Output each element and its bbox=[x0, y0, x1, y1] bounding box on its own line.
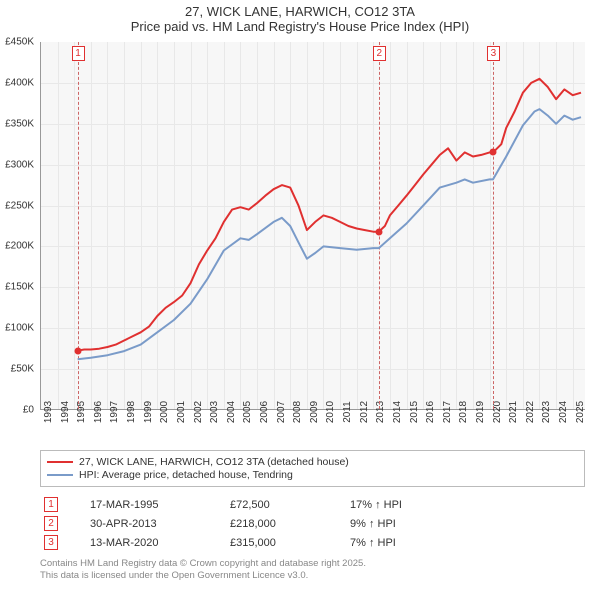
plot-background: 1 2 3 bbox=[40, 42, 585, 410]
legend-swatch bbox=[47, 474, 73, 476]
chart-container: 27, WICK LANE, HARWICH, CO12 3TA Price p… bbox=[0, 0, 600, 590]
y-axis-label: £250K bbox=[0, 200, 34, 211]
marker-row-price: £315,000 bbox=[230, 537, 350, 549]
marker-dot bbox=[375, 228, 382, 235]
y-axis-label: £200K bbox=[0, 241, 34, 252]
chart-marker-badge: 1 bbox=[72, 46, 85, 61]
title-block: 27, WICK LANE, HARWICH, CO12 3TA Price p… bbox=[0, 0, 600, 34]
legend-label: 27, WICK LANE, HARWICH, CO12 3TA (detach… bbox=[79, 456, 349, 468]
series-line bbox=[78, 79, 581, 351]
marker-row-pct: 9% ↑ HPI bbox=[350, 518, 490, 530]
y-axis-label: £350K bbox=[0, 118, 34, 129]
marker-row-price: £218,000 bbox=[230, 518, 350, 530]
y-axis-label: £150K bbox=[0, 282, 34, 293]
chart-marker-badge: 3 bbox=[487, 46, 500, 61]
marker-row: 2 30-APR-2013£218,0009% ↑ HPI bbox=[40, 514, 585, 533]
legend-swatch bbox=[47, 461, 73, 463]
marker-row-date: 17-MAR-1995 bbox=[90, 499, 230, 511]
marker-row: 3 13-MAR-2020£315,0007% ↑ HPI bbox=[40, 533, 585, 552]
footer: Contains HM Land Registry data © Crown c… bbox=[40, 558, 585, 582]
marker-dot bbox=[489, 149, 496, 156]
legend: 27, WICK LANE, HARWICH, CO12 3TA (detach… bbox=[40, 450, 585, 487]
marker-row-pct: 7% ↑ HPI bbox=[350, 537, 490, 549]
legend-item: HPI: Average price, detached house, Tend… bbox=[47, 469, 578, 481]
chart-area: 123 £0£50K£100K£150K£200K£250K£300K£350K… bbox=[40, 42, 585, 410]
footer-line1: Contains HM Land Registry data © Crown c… bbox=[40, 558, 585, 570]
y-axis-label: £100K bbox=[0, 323, 34, 334]
marker-row-pct: 17% ↑ HPI bbox=[350, 499, 490, 511]
y-axis-label: £50K bbox=[0, 364, 34, 375]
footer-line2: This data is licensed under the Open Gov… bbox=[40, 570, 585, 582]
marker-row-badge: 2 bbox=[44, 516, 58, 531]
marker-dot bbox=[74, 347, 81, 354]
marker-row-badge: 1 bbox=[44, 497, 58, 512]
chart-marker-badge: 2 bbox=[373, 46, 386, 61]
marker-row-price: £72,500 bbox=[230, 499, 350, 511]
marker-row-date: 30-APR-2013 bbox=[90, 518, 230, 530]
y-axis-label: £0 bbox=[0, 405, 34, 416]
title-address: 27, WICK LANE, HARWICH, CO12 3TA bbox=[0, 4, 600, 19]
marker-row: 1 17-MAR-1995£72,50017% ↑ HPI bbox=[40, 495, 585, 514]
markers-table: 1 17-MAR-1995£72,50017% ↑ HPI 2 30-APR-2013… bbox=[40, 495, 585, 552]
legend-label: HPI: Average price, detached house, Tend… bbox=[79, 469, 293, 481]
y-axis-label: £400K bbox=[0, 77, 34, 88]
legend-item: 27, WICK LANE, HARWICH, CO12 3TA (detach… bbox=[47, 456, 578, 468]
marker-row-badge: 3 bbox=[44, 535, 58, 550]
marker-row-date: 13-MAR-2020 bbox=[90, 537, 230, 549]
y-axis-label: £450K bbox=[0, 37, 34, 48]
title-subtitle: Price paid vs. HM Land Registry's House … bbox=[0, 19, 600, 34]
y-axis-label: £300K bbox=[0, 159, 34, 170]
